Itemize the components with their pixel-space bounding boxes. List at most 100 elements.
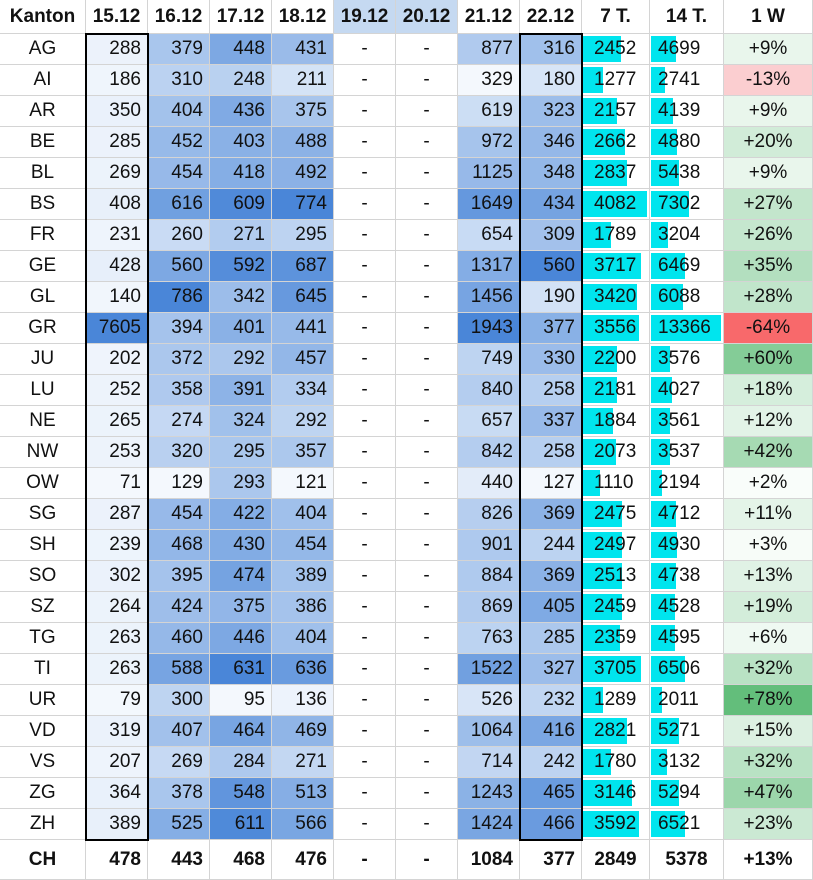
total-row-day-1: 478 [86,840,148,880]
row-bl-day-6-text: - [423,162,430,183]
row-zg-day-7: 1243 [458,778,520,809]
row-zg-day-6-text: - [423,782,430,803]
row-ai-day-1-text: 186 [109,69,141,90]
row-be-day-2: 452 [148,127,210,158]
row-gl-day-5: - [334,282,396,313]
row-gl-day-1: 140 [86,282,148,313]
row-so-change-text: +13% [743,565,793,586]
total-row-day-6: - [396,840,458,880]
row-vd-day-6-text: - [423,720,430,741]
row-zg-change: +47% [724,778,813,809]
row-ur-day-1: 79 [86,685,148,716]
row-nw-day-2-text: 320 [171,441,203,462]
row-bs-day-1: 408 [86,189,148,220]
row-sh-day-2-text: 468 [171,534,203,555]
row-zg-14t-text: 5294 [658,782,701,803]
row-ag-14t-bar [651,36,676,62]
row-ne-day-2-text: 274 [171,410,203,431]
row-zg-day-2-text: 378 [171,782,203,803]
row-ag-14t: 4699 [650,34,724,65]
row-ju-day-6-text: - [423,348,430,369]
header-col-6: 20.12 [396,0,458,34]
row-so-7t-bar [583,563,622,589]
row-vd-day-2-text: 407 [171,720,203,741]
row-ti-kanton: TI [0,654,86,685]
header-col-11: 1 W [724,0,813,34]
row-so-day-5: - [334,561,396,592]
row-ge-day-2-text: 560 [171,255,203,276]
row-gl-day-6: - [396,282,458,313]
row-vs-kanton: VS [0,747,86,778]
row-be-day-2-text: 452 [171,131,203,152]
row-bl-day-8: 348 [520,158,582,189]
row-ar-day-5-text: - [361,100,368,121]
row-gr-day-1: 7605 [86,313,148,344]
row-fr-change-text: +26% [743,224,793,245]
row-ow-day-7-text: 440 [481,472,513,493]
row-so-day-4-text: 389 [295,565,327,586]
row-ow-day-3-text: 293 [233,472,265,493]
row-sz-day-3-text: 375 [233,596,265,617]
row-ti-day-2-text: 588 [171,658,203,679]
row-fr-14t: 3204 [650,220,724,251]
row-zg-day-1-text: 364 [109,782,141,803]
row-ge-day-2: 560 [148,251,210,282]
row-vd-kanton-text: VD [29,720,56,741]
row-ar-7t-text: 2157 [594,100,637,121]
row-ti-day-5: - [334,654,396,685]
row-bs-day-8-text: 434 [543,193,575,214]
row-ur-day-8: 232 [520,685,582,716]
row-sg-day-8: 369 [520,499,582,530]
row-bs-7t: 4082 [582,189,650,220]
row-ow-14t-text: 2194 [658,472,701,493]
row-ar-day-1-text: 350 [109,100,141,121]
total-row-day-3-text: 468 [233,848,265,870]
row-so-day-5-text: - [361,565,368,586]
row-vs-day-1-text: 207 [109,751,141,772]
row-tg-day-3: 446 [210,623,272,654]
row-ge-7t: 3717 [582,251,650,282]
row-ag-day-8: 316 [520,34,582,65]
row-gr-day-4: 441 [272,313,334,344]
row-fr-day-7: 654 [458,220,520,251]
row-bs-day-7-text: 1649 [470,193,513,214]
row-nw-14t-text: 3537 [658,441,701,462]
row-vd-day-5-text: - [361,720,368,741]
row-sg-day-5-text: - [361,503,368,524]
row-ur-day-1-text: 79 [119,689,141,710]
row-gl-day-1-text: 140 [109,286,141,307]
row-zh-day-4-text: 566 [295,813,327,834]
row-ag-day-1: 288 [86,34,148,65]
header-col-11-text: 1 W [751,5,785,27]
row-ai-day-3: 248 [210,65,272,96]
row-vd-14t-text: 5271 [658,720,701,741]
row-ow-day-6-text: - [423,472,430,493]
row-so-day-7-text: 884 [481,565,513,586]
row-vd-day-3-text: 464 [233,720,265,741]
row-ge-day-7: 1317 [458,251,520,282]
row-sz-7t: 2459 [582,592,650,623]
row-ar-day-8-text: 323 [543,100,575,121]
row-so-day-3: 474 [210,561,272,592]
row-gl-kanton-text: GL [29,286,56,307]
row-ow-7t-bar [583,470,600,496]
row-vs-day-5-text: - [361,751,368,772]
row-ti-day-6: - [396,654,458,685]
row-zh-day-7-text: 1424 [470,813,513,834]
row-be-day-5: - [334,127,396,158]
row-sh-kanton: SH [0,530,86,561]
row-nw-day-5: - [334,437,396,468]
row-ju-day-2: 372 [148,344,210,375]
row-sh-change-text: +3% [748,534,788,555]
row-nw-change-text: +42% [743,441,793,462]
row-zg-7t-text: 3146 [594,782,637,803]
row-vs-day-3-text: 284 [233,751,265,772]
total-row-7t: 2849 [582,840,650,880]
row-bl-kanton-text: BL [30,162,55,183]
row-ag-day-3: 448 [210,34,272,65]
row-tg-7t-bar [583,625,620,651]
row-ur-day-8-text: 232 [543,689,575,710]
row-sh-day-7: 901 [458,530,520,561]
row-vd-day-3: 464 [210,716,272,747]
row-ge-day-3-text: 592 [233,255,265,276]
